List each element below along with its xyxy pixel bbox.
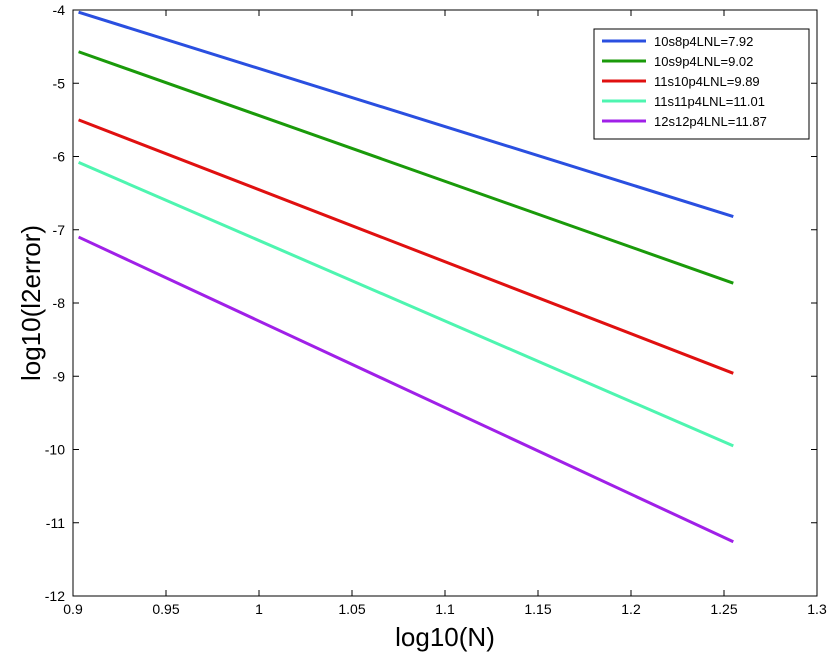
- y-tick-label: -8: [53, 295, 66, 311]
- legend-label: 11s10p4LNL=9.89: [654, 74, 760, 89]
- x-tick-label: 0.9: [63, 601, 83, 617]
- y-tick-label: -4: [53, 2, 66, 18]
- x-tick-label: 1: [255, 601, 263, 617]
- x-tick-label: 0.95: [152, 601, 179, 617]
- series-layer: [77, 10, 734, 544]
- x-axis-label: log10(N): [395, 622, 495, 652]
- y-tick-label: -12: [45, 588, 65, 604]
- legend-label: 10s9p4LNL=9.02: [654, 54, 753, 69]
- x-tick-label: 1.15: [524, 601, 551, 617]
- series-line-5: [77, 235, 734, 544]
- y-tick-label: -5: [53, 75, 66, 91]
- legend-label: 11s11p4LNL=11.01: [654, 94, 765, 109]
- x-tick-label: 1.1: [435, 601, 455, 617]
- x-tick-label: 1.25: [710, 601, 737, 617]
- legend-label: 10s8p4LNL=7.92: [654, 34, 753, 49]
- x-tick-label: 1.2: [621, 601, 641, 617]
- axis-ticks: 0.9 0.95 1 1.05 1.1 1.15 1.2 1.25 1.3 -4 -5 -6 -7 -8 -…: [45, 2, 827, 617]
- y-tick-label: -10: [45, 442, 65, 458]
- y-tick-label: -9: [53, 368, 66, 384]
- y-tick-label: -11: [46, 515, 65, 531]
- y-tick-label: -6: [53, 149, 66, 165]
- legend-label: 12s12p4LNL=11.87: [654, 114, 767, 129]
- x-tick-label: 1.3: [807, 601, 827, 617]
- y-tick-label: -7: [53, 222, 66, 238]
- y-axis-label: log10(l2error): [16, 225, 46, 381]
- series-line-4: [77, 160, 734, 448]
- series-line-1: [78, 10, 734, 218]
- series-line-2: [78, 50, 734, 285]
- x-tick-label: 1.05: [338, 601, 365, 617]
- legend: 10s8p4LNL=7.92 10s9p4LNL=9.02 11s10p4LNL=9…: [593, 28, 810, 140]
- series-line-3: [78, 118, 734, 375]
